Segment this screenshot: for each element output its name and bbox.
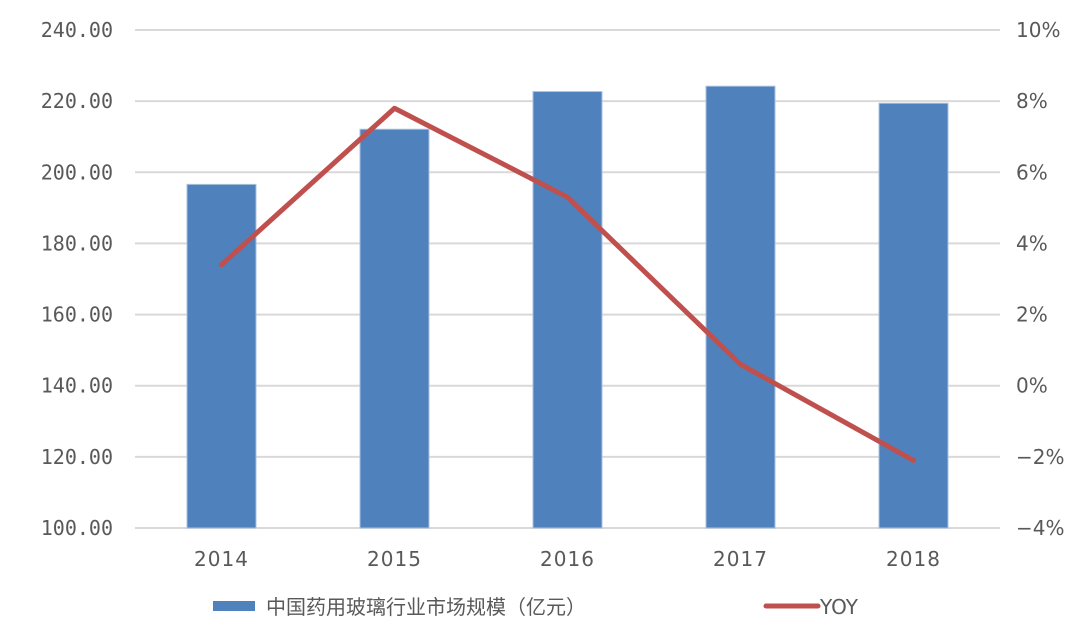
yoy-line [219,105,916,463]
right-tick-label: −2% [1016,445,1065,469]
right-tick-label: 0% [1016,374,1048,398]
right-tick-label: 6% [1016,160,1048,184]
legend: 中国药用玻璃行业市场规模（亿元） YOY [213,595,859,619]
left-tick-label: 140.00 [41,374,113,398]
left-tick-label: 120.00 [41,445,113,469]
left-tick-label: 200.00 [41,160,113,184]
left-tick-label: 240.00 [41,18,113,42]
bar-2016 [532,91,603,529]
right-tick-label: 4% [1016,231,1048,255]
right-tick-label: 8% [1016,89,1048,113]
left-tick-label: 160.00 [41,303,113,327]
right-tick-label: 2% [1016,303,1048,327]
bar-2015 [359,128,430,529]
x-tick-label: 2017 [713,547,768,571]
bar-series [186,85,949,529]
right-axis: 10% 8% 6% 4% 2% 0% −2% −4% [1016,18,1065,540]
left-tick-label: 220.00 [41,89,113,113]
legend-bar-swatch [213,601,255,611]
x-tick-label: 2018 [886,547,941,571]
left-axis: 240.00 220.00 200.00 180.00 160.00 140.00 120.… [41,18,113,540]
right-tick-label: 10% [1016,18,1060,42]
legend-line-label: YOY [819,595,859,619]
right-tick-label: −4% [1016,516,1065,540]
bar-2014 [186,183,257,529]
x-axis: 2014 2015 2016 2017 2018 [194,547,941,571]
x-tick-label: 2016 [540,547,595,571]
x-tick-label: 2014 [194,547,249,571]
line-series-yoy [219,105,916,463]
left-tick-label: 100.00 [41,516,113,540]
bar-2018 [878,102,949,529]
x-tick-label: 2015 [367,547,422,571]
bar-2017 [705,85,776,529]
legend-bar-label: 中国药用玻璃行业市场规模（亿元） [266,595,586,619]
left-tick-label: 180.00 [41,231,113,255]
